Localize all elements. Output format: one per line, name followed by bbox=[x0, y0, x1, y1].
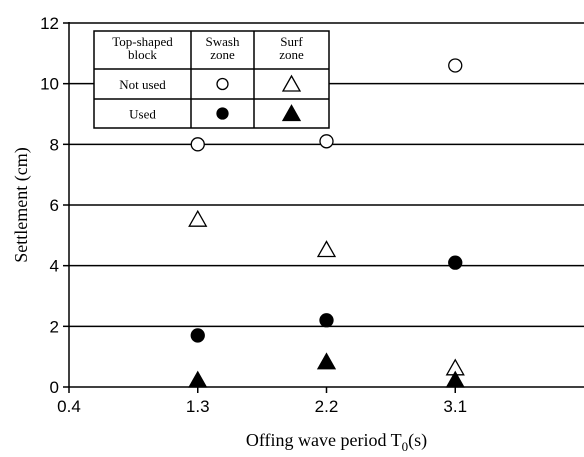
point-surf-not-used bbox=[316, 240, 337, 258]
y-tick-label: 0 bbox=[50, 378, 59, 397]
point-surf-not-used bbox=[188, 209, 208, 227]
x-tick-label: 1.3 bbox=[186, 397, 210, 416]
legend-header-cell: Surf bbox=[280, 34, 303, 49]
point-swash-used bbox=[448, 255, 463, 270]
point-surf-used bbox=[188, 370, 208, 388]
point-swash-used bbox=[319, 313, 334, 328]
y-tick-label: 10 bbox=[40, 75, 59, 94]
legend-marker-surf bbox=[281, 104, 302, 122]
y-tick-label: 4 bbox=[50, 257, 59, 276]
point-surf-used bbox=[316, 352, 337, 370]
point-swash-used bbox=[190, 328, 205, 343]
y-tick-label: 8 bbox=[50, 135, 59, 154]
legend-header-cell: zone bbox=[279, 47, 304, 62]
y-tick-label: 2 bbox=[50, 317, 59, 336]
x-axis-title: Offing wave period T0(s) bbox=[246, 430, 427, 454]
legend-row-label: Used bbox=[129, 107, 156, 122]
legend-header-cell: zone bbox=[210, 47, 235, 62]
legend-header-cell: Top-shaped bbox=[112, 34, 173, 49]
x-tick-label: 2.2 bbox=[315, 397, 339, 416]
legend-header-cell: block bbox=[128, 47, 157, 62]
legend-row-label: Not used bbox=[119, 77, 166, 92]
y-tick-label: 6 bbox=[50, 196, 59, 215]
point-swash-not-used bbox=[190, 137, 205, 152]
x-tick-label: 0.4 bbox=[57, 397, 81, 416]
legend-marker-swash bbox=[216, 107, 229, 120]
legend-marker-surf bbox=[281, 74, 302, 92]
y-axis-title: Settlement (cm) bbox=[11, 147, 32, 262]
point-surf-used bbox=[445, 370, 465, 388]
point-swash-not-used bbox=[448, 58, 463, 73]
legend-header-cell: Swash bbox=[206, 34, 240, 49]
y-tick-label: 12 bbox=[40, 14, 59, 33]
point-swash-not-used bbox=[319, 134, 334, 149]
x-tick-label: 3.1 bbox=[443, 397, 467, 416]
legend-marker-swash bbox=[216, 77, 229, 91]
